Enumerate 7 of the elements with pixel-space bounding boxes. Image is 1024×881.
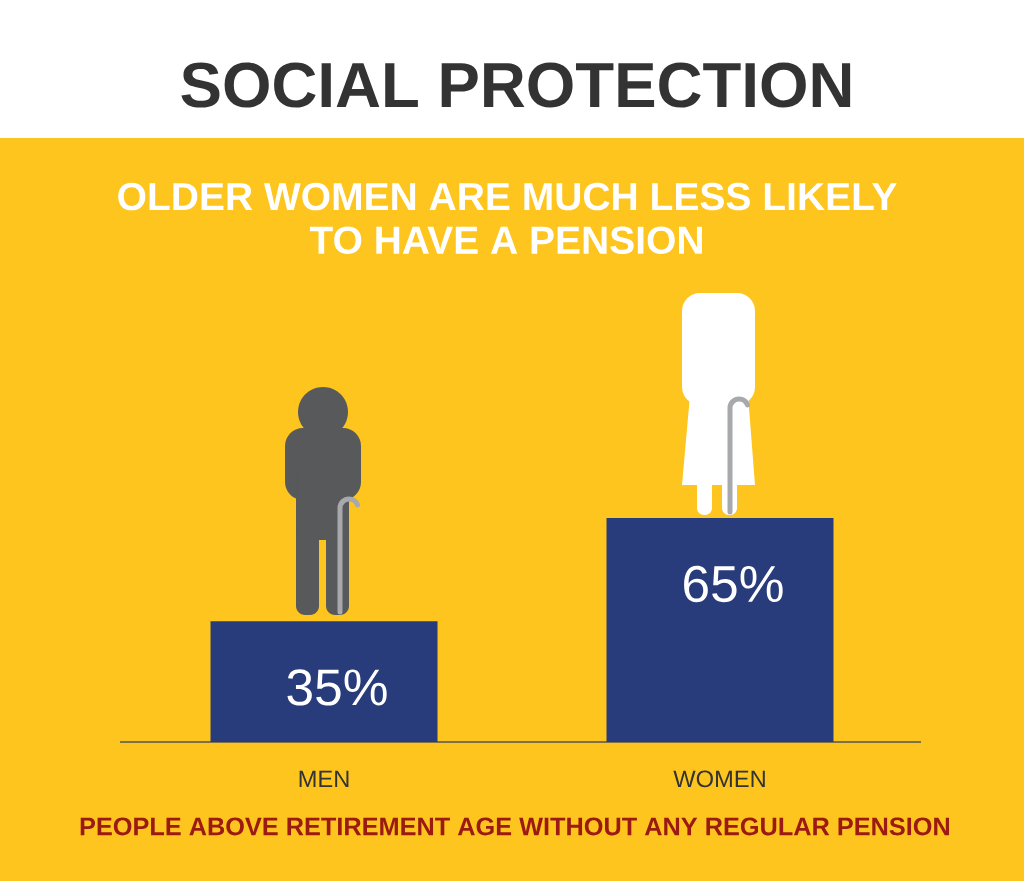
data-label: 35% — [287, 669, 387, 706]
chart-title: SOCIAL PROTECTION — [181, 62, 851, 108]
x-axis-title: PEOPLE ABOVE RETIREMENT AGE WITHOUT ANY REGULAR PENSION — [80, 817, 950, 836]
chart-subtitle: OLDER WOMEN ARE MUCH LESS LIKELY TO HAVE A PENSION — [118, 182, 897, 255]
x-tick-label: MEN — [299, 770, 349, 787]
x-tick-label: WOMEN — [673, 770, 765, 788]
data-label: 65% — [684, 565, 783, 603]
